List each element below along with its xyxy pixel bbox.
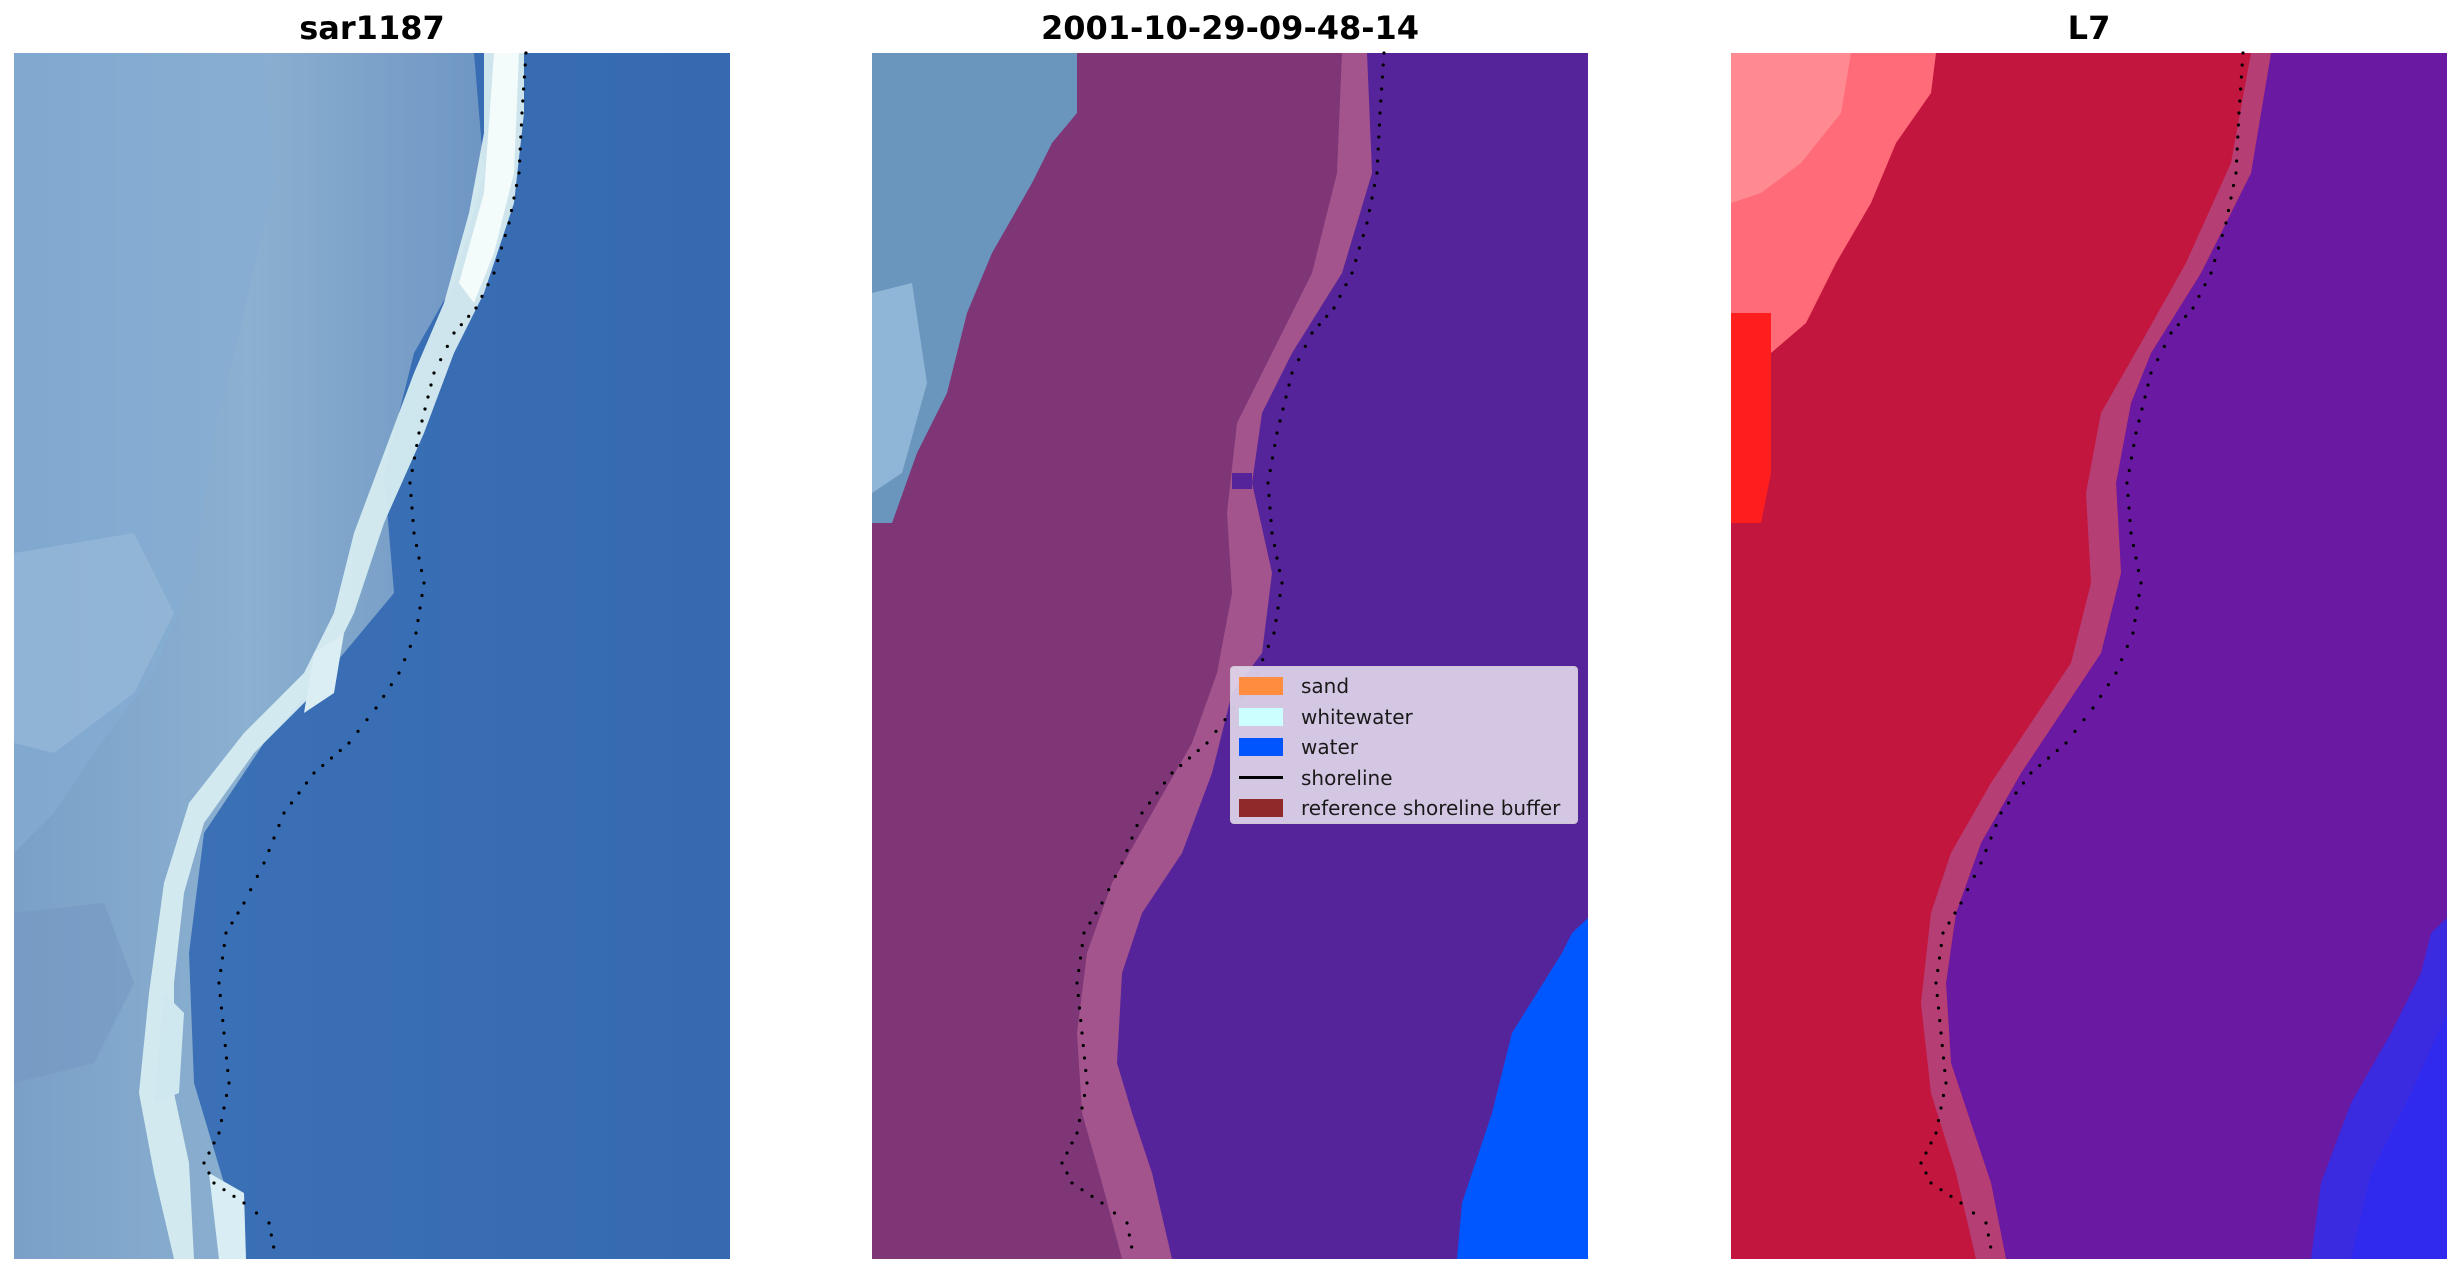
- classified-image: [872, 53, 1588, 1259]
- panel-title-classified: 2001-10-29-09-48-14: [1040, 9, 1420, 47]
- legend: sand whitewater water shoreline referenc…: [1230, 666, 1578, 824]
- shoreline-line-swatch: [1239, 776, 1283, 780]
- legend-label-sand: sand: [1301, 674, 1350, 699]
- legend-item-water: water: [1239, 732, 1577, 763]
- water-swatch: [1239, 738, 1283, 757]
- whitewater-swatch: [1239, 707, 1283, 726]
- legend-label-shoreline: shoreline: [1301, 765, 1393, 790]
- legend-item-reference-buffer: reference shoreline buffer: [1239, 793, 1577, 824]
- legend-label-water: water: [1301, 735, 1358, 760]
- index-image-panel: [1731, 53, 2447, 1259]
- panel-title-mndwi: L7: [2067, 9, 2111, 47]
- panel-title-rgb: sar1187: [299, 9, 445, 47]
- legend-item-sand: sand: [1239, 671, 1577, 702]
- reference-buffer-swatch: [1239, 799, 1283, 818]
- legend-item-shoreline: shoreline: [1239, 763, 1577, 794]
- legend-label-whitewater: whitewater: [1301, 704, 1413, 729]
- rgb-image: [14, 53, 730, 1259]
- legend-item-whitewater: whitewater: [1239, 702, 1577, 733]
- classified-image-panel: [872, 53, 1588, 1259]
- rgb-image-panel: [14, 53, 730, 1259]
- sand-swatch: [1239, 677, 1283, 696]
- legend-label-reference-buffer: reference shoreline buffer: [1301, 796, 1561, 821]
- index-image: [1731, 53, 2447, 1259]
